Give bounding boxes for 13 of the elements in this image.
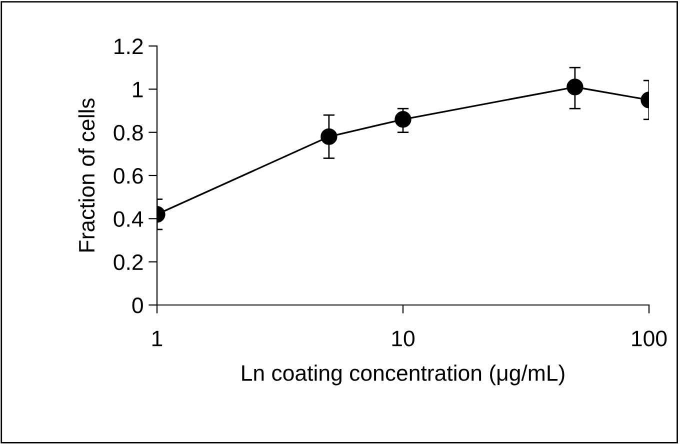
y-tick-label: 0.6 [114, 168, 143, 184]
y-tick-label: 0.4 [114, 211, 144, 227]
point [394, 111, 412, 128]
x-tick-label: 1 [152, 330, 162, 346]
y-tick-label: 1 [133, 82, 143, 98]
y-tick-label: 0 [132, 298, 143, 314]
x-tick-label: 100 [632, 330, 667, 346]
x-axis-title: Ln coating concentration (μg/mL) [242, 364, 564, 386]
y-axis-title: Fraction of cells [78, 98, 95, 252]
y-tick-label: 1.2 [114, 38, 143, 54]
y-tick-label: 0.2 [114, 254, 143, 270]
y-tick-label: 0.8 [114, 124, 143, 141]
x-tick-label: 10 [392, 330, 414, 346]
